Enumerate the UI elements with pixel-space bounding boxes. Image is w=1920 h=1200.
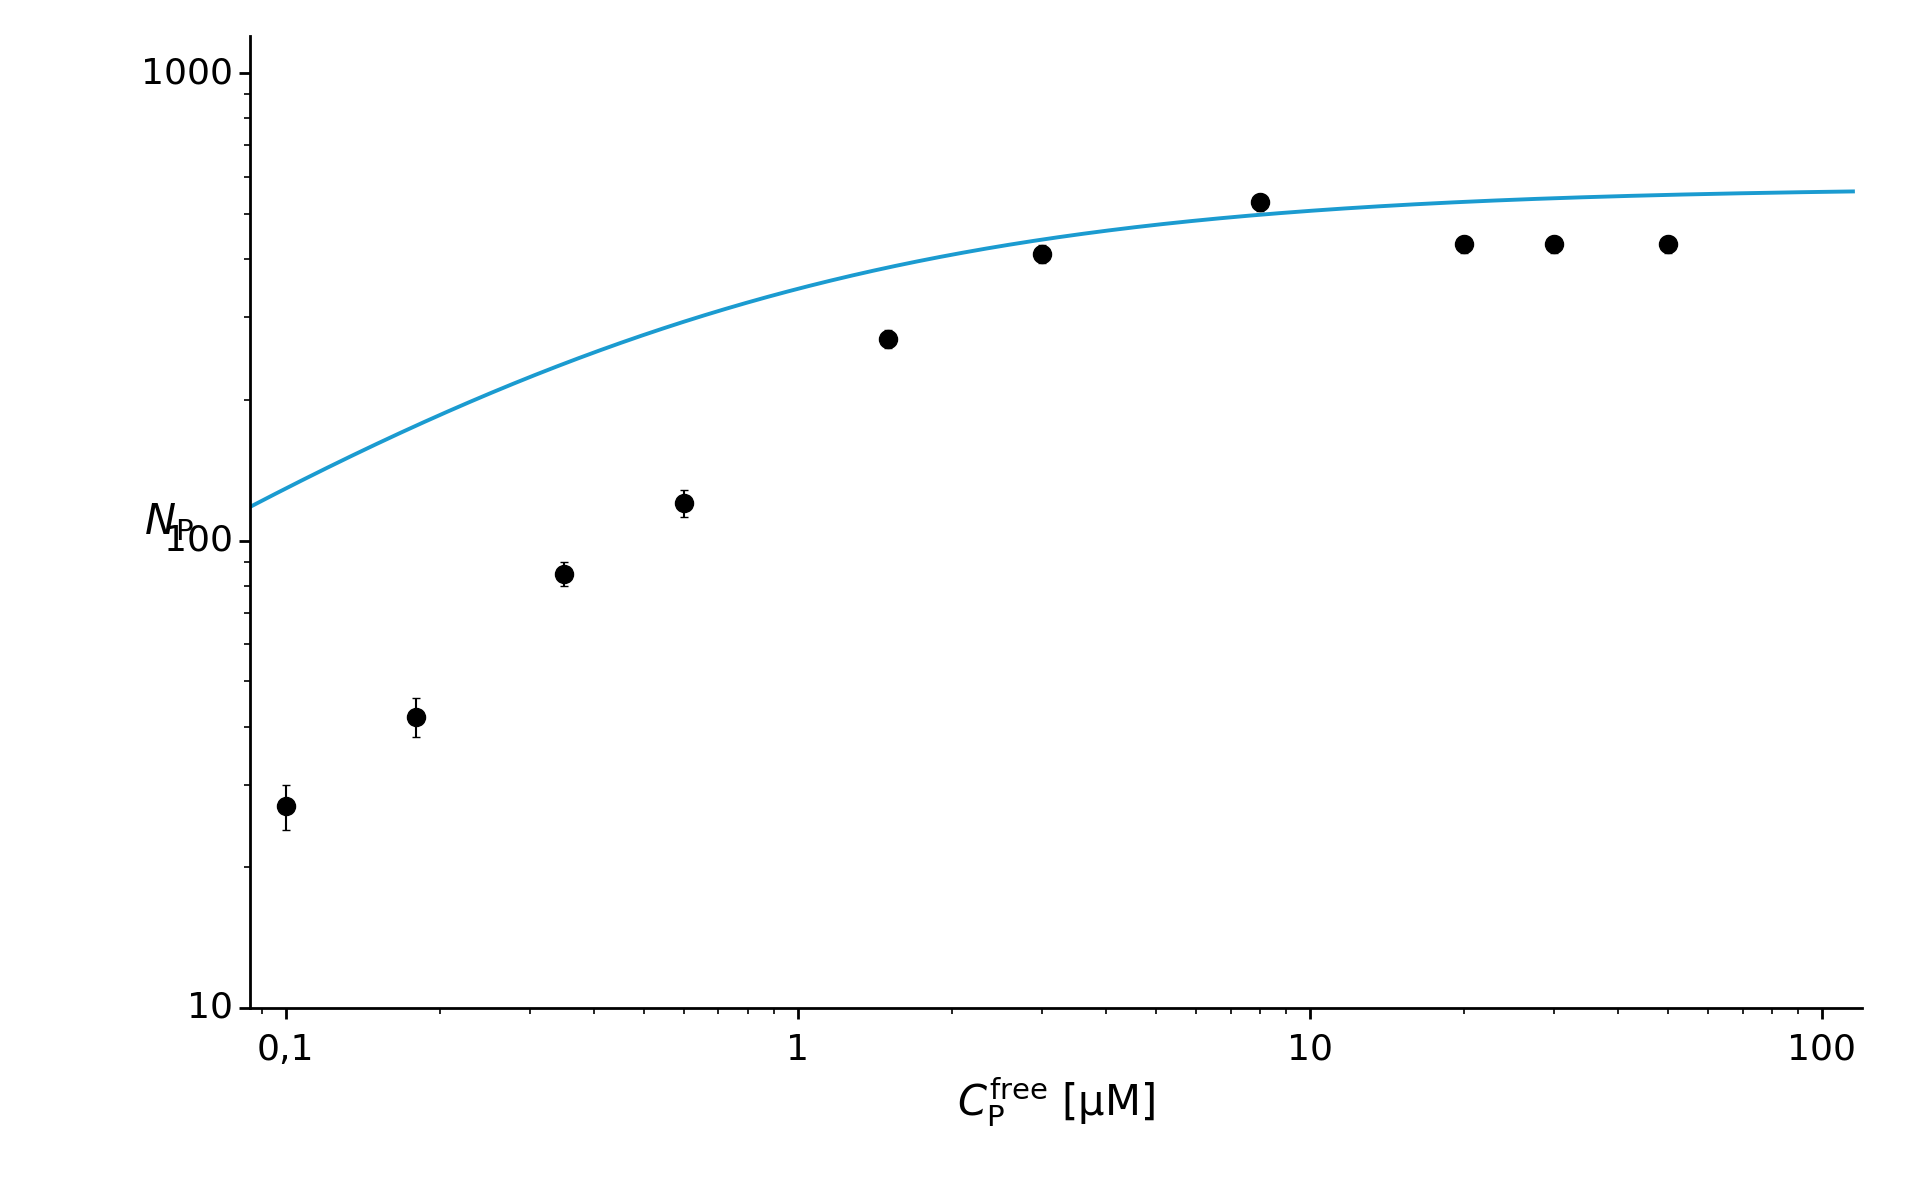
Text: 1: 1 bbox=[787, 1033, 808, 1067]
Text: 0,1: 0,1 bbox=[257, 1033, 315, 1067]
X-axis label: $C_\mathrm{P}^\mathrm{free}$ [μM]: $C_\mathrm{P}^\mathrm{free}$ [μM] bbox=[956, 1075, 1156, 1129]
Text: 100: 100 bbox=[1788, 1033, 1857, 1067]
Text: 10: 10 bbox=[186, 991, 232, 1025]
Text: 1000: 1000 bbox=[140, 56, 232, 90]
Text: 100: 100 bbox=[163, 523, 232, 558]
Text: 10: 10 bbox=[1286, 1033, 1332, 1067]
Y-axis label: $\mathit{N}_\mathrm{P}$: $\mathit{N}_\mathrm{P}$ bbox=[144, 502, 194, 542]
